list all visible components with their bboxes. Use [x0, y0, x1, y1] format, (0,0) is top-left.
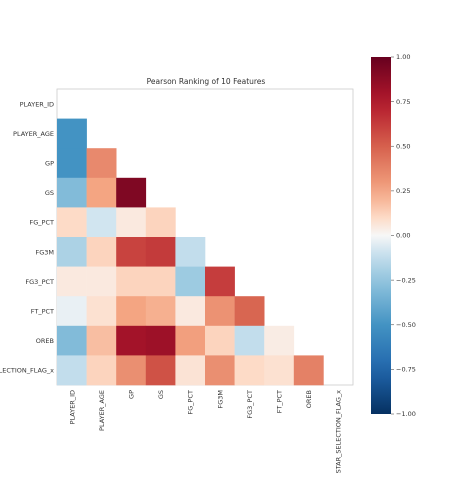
colorbar-tick-label: 0.25: [396, 187, 410, 195]
column-label: FG3_PCT: [246, 390, 254, 419]
heatmap-cell: [205, 266, 235, 297]
column-label: OREB: [305, 390, 313, 408]
heatmap-cell: [116, 325, 147, 356]
row-label: FG3_PCT: [25, 278, 54, 286]
column-labels: PLAYER_ID PLAYER_AGE GP GS FG_PCT FG3M FG3_PCT…: [68, 390, 342, 474]
heatmap-cell: [57, 237, 87, 267]
heatmap-cell: [175, 266, 206, 297]
column-label: FG3M: [216, 390, 224, 409]
column-label: PLAYER_ID: [68, 390, 76, 424]
row-label: PLAYER_ID: [20, 100, 54, 108]
heatmap-cell: [57, 325, 87, 356]
heatmap-cell: [175, 355, 206, 386]
heatmap-cell: [175, 296, 206, 327]
heatmap-cell: [175, 325, 206, 356]
row-label: FG_PCT: [30, 219, 54, 227]
heatmap-cell: [57, 207, 87, 238]
heatmap-cell: [145, 207, 176, 238]
colorbar-tick-label: −1.00: [396, 410, 416, 418]
heatmap-cells: [57, 118, 324, 386]
heatmap-cell: [293, 355, 324, 386]
heatmap-cell: [116, 355, 147, 386]
colorbar-tick-label: 1.00: [396, 53, 410, 61]
heatmap-cell: [116, 177, 147, 208]
heatmap-cell: [145, 266, 176, 297]
colorbar-tick-label: −0.50: [396, 321, 416, 329]
row-label: SELECTION_FLAG_x: [0, 367, 54, 375]
colorbar-ticks: 1.00 0.75 0.50 0.25 0.00 −0.25 −0.50 −0.75 −1.00: [391, 53, 416, 418]
heatmap-cell: [57, 296, 87, 327]
column-label: FT_PCT: [276, 390, 284, 413]
heatmap-cell: [205, 355, 235, 386]
heatmap-cell: [116, 266, 147, 297]
column-label: FG_PCT: [187, 390, 195, 414]
heatmap-cell: [86, 148, 117, 179]
column-label: PLAYER_AGE: [98, 390, 106, 431]
row-labels: PLAYER_ID PLAYER_AGE GP GS FG_PCT FG3M FG3_PCT…: [0, 100, 54, 374]
column-label: GP: [128, 390, 136, 399]
heatmap-cell: [86, 325, 117, 356]
column-label: STAR_SELECTION_FLAG_x: [335, 390, 343, 474]
colorbar-tick-label: −0.75: [396, 366, 416, 374]
heatmap-cell: [57, 355, 87, 386]
colorbar-tick-label: 0.75: [396, 98, 410, 106]
heatmap-cell: [86, 177, 117, 208]
heatmap-cell: [86, 237, 117, 267]
heatmap-cell: [86, 296, 117, 327]
row-label: FT_PCT: [31, 308, 54, 316]
heatmap-cell: [234, 355, 265, 386]
heatmap-cell: [57, 177, 87, 208]
heatmap-cell: [145, 237, 176, 267]
heatmap-cell: [264, 355, 295, 386]
heatmap-cell: [86, 207, 117, 238]
colorbar-tick-label: 0.00: [396, 232, 410, 240]
row-label: GP: [45, 160, 54, 168]
heatmap-cell: [205, 296, 235, 327]
heatmap-cell: [86, 355, 117, 386]
row-label: GS: [45, 189, 54, 197]
heatmap-cell: [234, 325, 265, 356]
heatmap-cell: [116, 207, 147, 238]
colorbar-tick-label: −0.25: [396, 276, 416, 284]
row-label: OREB: [36, 337, 54, 345]
heatmap-cell: [264, 325, 295, 356]
chart-title: Pearson Ranking of 10 Features: [147, 77, 266, 86]
column-label: GS: [157, 390, 165, 399]
heatmap-cell: [116, 237, 147, 267]
row-label: FG3M: [35, 248, 54, 256]
heatmap-cell: [175, 237, 206, 267]
heatmap-cell: [145, 296, 176, 327]
heatmap-cell: [57, 118, 87, 149]
heatmap-cell: [86, 266, 117, 297]
heatmap-cell: [57, 266, 87, 297]
heatmap-cell: [234, 296, 265, 327]
heatmap-cell: [145, 325, 176, 356]
heatmap-cell: [145, 355, 176, 386]
heatmap-cell: [205, 325, 235, 356]
heatmap-cell: [116, 296, 147, 327]
row-label: PLAYER_AGE: [13, 130, 54, 138]
colorbar-tick-label: 0.50: [396, 142, 410, 150]
heatmap-cell: [57, 148, 87, 179]
colorbar: [371, 57, 391, 414]
